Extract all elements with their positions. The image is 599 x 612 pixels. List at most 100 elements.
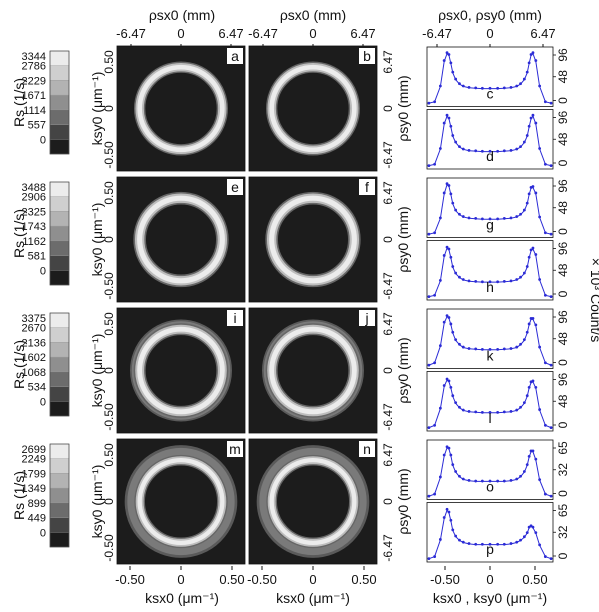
profile-point <box>531 525 535 529</box>
rho-y-tick-label: -6.47 <box>381 272 395 300</box>
profile-point <box>543 423 547 427</box>
bottom-tick-label: 0 <box>177 572 184 587</box>
profile-point <box>531 449 535 453</box>
colorbar-swatch <box>49 356 70 373</box>
outer-ring <box>259 447 367 556</box>
profile-point <box>509 85 513 89</box>
colorbar-swatch <box>49 342 70 358</box>
profile-point <box>515 84 519 88</box>
profile-y-tick-label: 0 <box>556 159 570 166</box>
map-panel <box>248 438 378 565</box>
profile-point <box>449 192 453 196</box>
profile-y-tick-label: 0 <box>556 290 570 297</box>
profile-point <box>433 231 437 235</box>
profile-point <box>447 116 451 120</box>
profile-label: o <box>486 479 494 495</box>
bottom-axis-label-mid: ksx0 (μm⁻¹) <box>276 590 350 606</box>
profile-point <box>447 247 451 251</box>
profile-point <box>515 408 519 412</box>
profile-point <box>527 255 531 259</box>
top-tick-label: -6.47 <box>248 26 278 41</box>
colorbar-tick-label: 2136 <box>22 337 46 349</box>
profile-y-tick-label: 48 <box>556 70 570 84</box>
top-axis-label-mid: ρsx0 (mm) <box>280 7 346 23</box>
profile-point <box>549 426 553 430</box>
top-tick-label: 0 <box>177 26 184 41</box>
profile-point <box>438 84 442 88</box>
profile-point <box>534 59 538 62</box>
profile-panel <box>426 371 556 432</box>
profile-point <box>515 278 519 281</box>
profile-point <box>447 446 451 450</box>
profile-point <box>549 232 553 236</box>
profile-point <box>427 557 431 561</box>
profile-y-tick-label: 96 <box>556 48 570 62</box>
profile-point <box>445 314 449 318</box>
profile-point <box>427 232 431 236</box>
colorbar-tick-label: 557 <box>28 120 46 132</box>
profile-point <box>534 323 538 327</box>
profile-y-tick-label: 0 <box>556 552 570 559</box>
profile-point <box>458 538 461 542</box>
profile-point <box>458 275 461 279</box>
profile-y-tick-label: 48 <box>556 332 570 346</box>
profile-point <box>442 453 446 457</box>
profile-panel <box>426 439 556 500</box>
bottom-tick-label: 0.50 <box>219 572 244 587</box>
colorbar-swatch <box>49 327 70 343</box>
profile-point <box>527 124 531 128</box>
colorbar-swatch <box>49 371 70 387</box>
profile-point <box>549 101 553 105</box>
profile-point <box>438 406 442 410</box>
profile-point <box>515 345 519 349</box>
profile-point <box>442 59 446 62</box>
colorbar-swatch <box>49 181 70 197</box>
profile-point <box>522 208 526 212</box>
colorbar-tick-label: 2906 <box>22 192 46 204</box>
profile-point <box>467 279 471 283</box>
profile-point <box>549 164 553 168</box>
rho-y-tick-label: 0 <box>381 105 395 112</box>
profile-point <box>433 555 437 558</box>
profile-point <box>522 535 526 539</box>
colorbar-tick-label: 2229 <box>22 75 46 87</box>
map-y-tick-label: 0 <box>102 367 116 374</box>
profile-point <box>488 479 492 483</box>
colorbar-label: Rs (1/s) <box>11 78 27 127</box>
profile-point <box>527 192 531 196</box>
map-y-tick-label: -0.50 <box>102 403 116 431</box>
profile-point <box>538 345 542 349</box>
map-y-tick-label: 0.50 <box>102 443 116 467</box>
map-y-axis-label: ksy0 (μm⁻¹) <box>89 334 105 408</box>
profile-point <box>522 140 526 144</box>
profile-point <box>480 479 484 483</box>
profile-point <box>525 70 529 74</box>
panel-label: i <box>233 310 236 326</box>
colorbar-swatch <box>49 502 70 518</box>
map-y-tick-label: -0.50 <box>102 272 116 300</box>
profile-point <box>525 330 529 334</box>
profile-point <box>502 216 506 220</box>
profile-point <box>445 377 449 381</box>
colorbar-frame <box>49 181 70 286</box>
profile-point <box>449 61 453 65</box>
panel-label-bg <box>359 48 375 64</box>
outer-ring <box>127 447 235 556</box>
profile-point <box>458 342 461 346</box>
colorbar-swatch <box>49 109 70 125</box>
top-tick-label: -6.47 <box>116 26 146 41</box>
profile-point <box>480 410 484 414</box>
profile-point <box>522 77 526 81</box>
colorbar-tick-label: 534 <box>28 382 46 394</box>
profile-point <box>502 149 506 153</box>
profile-point <box>461 408 465 412</box>
profile-point <box>447 184 451 187</box>
profile-point <box>451 134 455 137</box>
profile-point <box>454 140 458 144</box>
profile-point <box>461 278 465 281</box>
profile-point <box>427 363 431 367</box>
panel-label: e <box>231 179 239 195</box>
top-tick-label: 6.47 <box>350 26 375 41</box>
profile-point <box>534 457 538 461</box>
